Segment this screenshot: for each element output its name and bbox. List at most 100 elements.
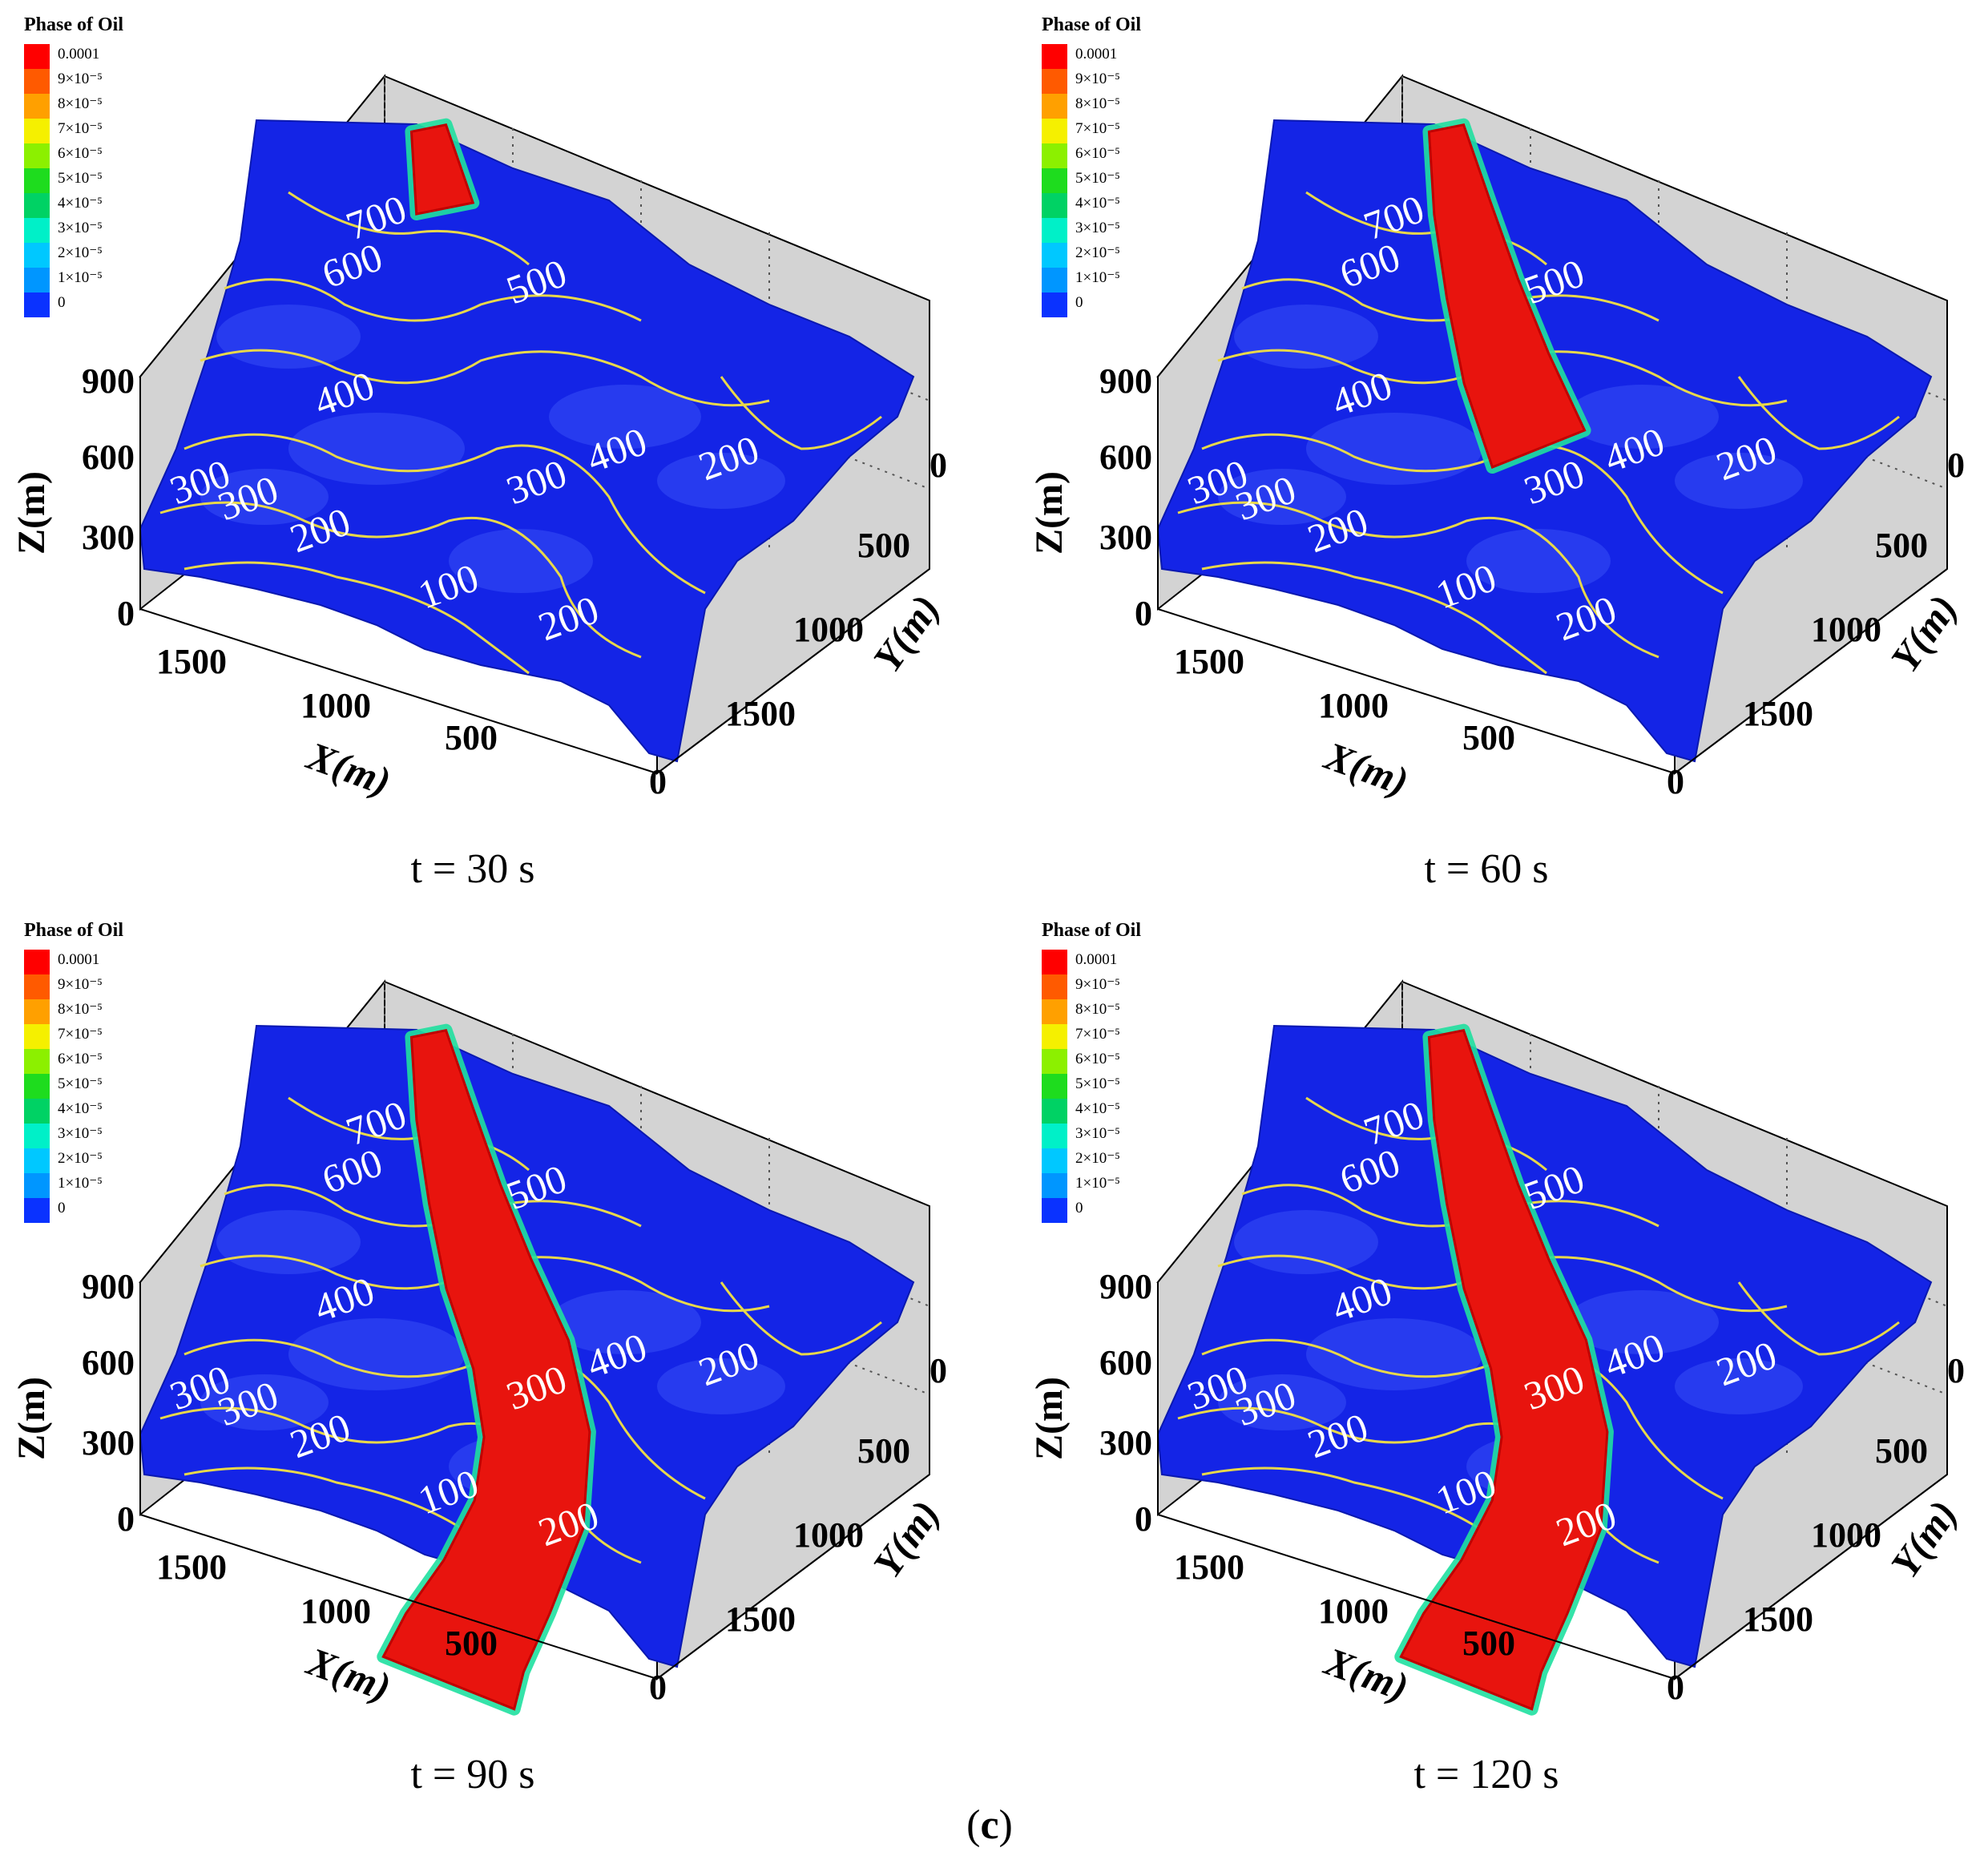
z-tick-label: 0 — [117, 1499, 135, 1539]
legend-swatch — [24, 94, 50, 119]
x-axis-title: X(m) — [300, 732, 397, 804]
z-tick-label: 300 — [82, 518, 135, 557]
legend-swatch — [24, 143, 50, 168]
legend-swatch — [24, 1074, 50, 1099]
legend-label: 3×10⁻⁵ — [1075, 220, 1120, 236]
contour-line — [720, 376, 882, 450]
axis-line — [139, 608, 658, 774]
z-tick-label: 300 — [82, 1423, 135, 1462]
legend-title: Phase of Oil — [24, 14, 123, 35]
legend-label: 1×10⁻⁵ — [58, 1175, 103, 1192]
panel-caption: t = 90 s — [410, 1752, 535, 1797]
x-tick-label: 1500 — [156, 642, 227, 681]
x-tick-label: 500 — [445, 718, 498, 757]
contour-line — [1737, 1281, 1900, 1356]
panel-4: 700 600 500 400 300 400 300 200 300 200 100 200 0 300… — [1018, 906, 1980, 1811]
legend-swatch — [24, 1148, 50, 1173]
legend-label: 6×10⁻⁵ — [1075, 1051, 1120, 1067]
legend-label: 7×10⁻⁵ — [58, 1026, 103, 1043]
legend-label: 0 — [58, 294, 66, 311]
y-tick-label: 1000 — [1811, 1515, 1881, 1555]
oil-spill — [1399, 1028, 1609, 1711]
panel-3: 700 600 500 400 300 400 300 200 300 200 100 200 0 300… — [0, 906, 990, 1811]
legend-label: 7×10⁻⁵ — [1075, 120, 1120, 137]
legend-swatch — [1042, 1099, 1067, 1124]
terrain-shade — [200, 1374, 329, 1430]
legend-swatch — [24, 218, 50, 243]
panel-caption: t = 60 s — [1424, 846, 1549, 892]
x-tick-label: 0 — [649, 762, 667, 801]
contour-line — [183, 561, 530, 675]
legend-title: Phase of Oil — [1042, 920, 1141, 941]
z-tick-label: 900 — [1099, 361, 1152, 401]
z-tick-label: 0 — [1135, 594, 1152, 633]
y-tick-label: 500 — [1875, 526, 1928, 565]
legend-swatch — [1042, 999, 1067, 1024]
legend-swatch — [24, 69, 50, 94]
legend-label: 0 — [58, 1200, 66, 1216]
contour-line — [224, 278, 642, 322]
panel-2: 700 600 500 400 300 400 300 200 300 200 100 200 0 300… — [1018, 0, 1980, 906]
legend-label: 4×10⁻⁵ — [58, 1100, 103, 1117]
legend-swatch — [24, 1198, 50, 1223]
legend-swatch — [24, 1049, 50, 1074]
z-tick-label: 600 — [82, 438, 135, 477]
contour-line — [183, 433, 706, 595]
contour-line — [1201, 561, 1547, 675]
x-tick-label: 1000 — [300, 686, 371, 725]
legend-swatch — [1042, 974, 1067, 999]
legend-swatch — [1042, 1024, 1067, 1049]
terrain-shade — [549, 1290, 701, 1354]
legend-label: 1×10⁻⁵ — [58, 269, 103, 286]
terrain-shade — [1306, 1318, 1482, 1390]
legend-label: 9×10⁻⁵ — [58, 976, 103, 993]
terrain-shade — [216, 1210, 361, 1274]
terrain-shade — [1234, 305, 1378, 369]
z-tick-label: 300 — [1099, 1423, 1152, 1462]
legend-swatch — [1042, 119, 1067, 143]
axis-line — [1157, 608, 1676, 774]
x-tick-label: 0 — [649, 1668, 667, 1707]
axis-line — [1157, 1514, 1676, 1680]
x-tick-label: 1500 — [1174, 1547, 1244, 1587]
axis-line — [656, 1474, 930, 1680]
legend-label: 9×10⁻⁵ — [1075, 976, 1120, 993]
legend-label: 8×10⁻⁵ — [1075, 1001, 1120, 1018]
legend-swatch — [24, 168, 50, 193]
terrain-shade — [657, 453, 785, 509]
legend-label: 4×10⁻⁵ — [1075, 1100, 1120, 1117]
contour-line — [159, 501, 642, 659]
x-tick-label: 1500 — [1174, 642, 1244, 681]
legend-swatch — [24, 119, 50, 143]
legend-swatch — [1042, 69, 1067, 94]
y-tick-label: 500 — [857, 1431, 910, 1471]
contour-line — [1737, 376, 1900, 450]
y-tick-label: 1500 — [1743, 1600, 1813, 1639]
z-tick-label: 0 — [117, 594, 135, 633]
legend-label: 8×10⁻⁵ — [58, 1001, 103, 1018]
legend-swatch — [24, 950, 50, 974]
z-tick-label: 300 — [1099, 518, 1152, 557]
x-tick-label: 500 — [1462, 718, 1515, 757]
terrain-shade — [1306, 413, 1482, 485]
panel-caption: t = 30 s — [410, 846, 535, 892]
legend-label: 5×10⁻⁵ — [58, 1075, 103, 1092]
legend-swatch — [1042, 1074, 1067, 1099]
figure-label: (c) — [966, 1802, 1013, 1848]
terrain-shade — [1567, 385, 1719, 449]
contour-line — [1241, 1184, 1659, 1228]
legend-swatch — [24, 1124, 50, 1148]
axis-line — [656, 568, 930, 774]
x-axis-title: X(m) — [1318, 732, 1414, 804]
z-tick-label: 600 — [1099, 1343, 1152, 1382]
terrain-shade — [549, 385, 701, 449]
contour-line — [288, 191, 530, 266]
terrain-shade — [1218, 469, 1346, 525]
legend-label: 0.0001 — [58, 46, 99, 63]
legend-label: 7×10⁻⁵ — [1075, 1026, 1120, 1043]
x-tick-label: 1000 — [1318, 1592, 1389, 1631]
terrain-shade — [1675, 453, 1803, 509]
z-tick-label: 900 — [82, 361, 135, 401]
y-tick-label: 0 — [930, 446, 947, 485]
